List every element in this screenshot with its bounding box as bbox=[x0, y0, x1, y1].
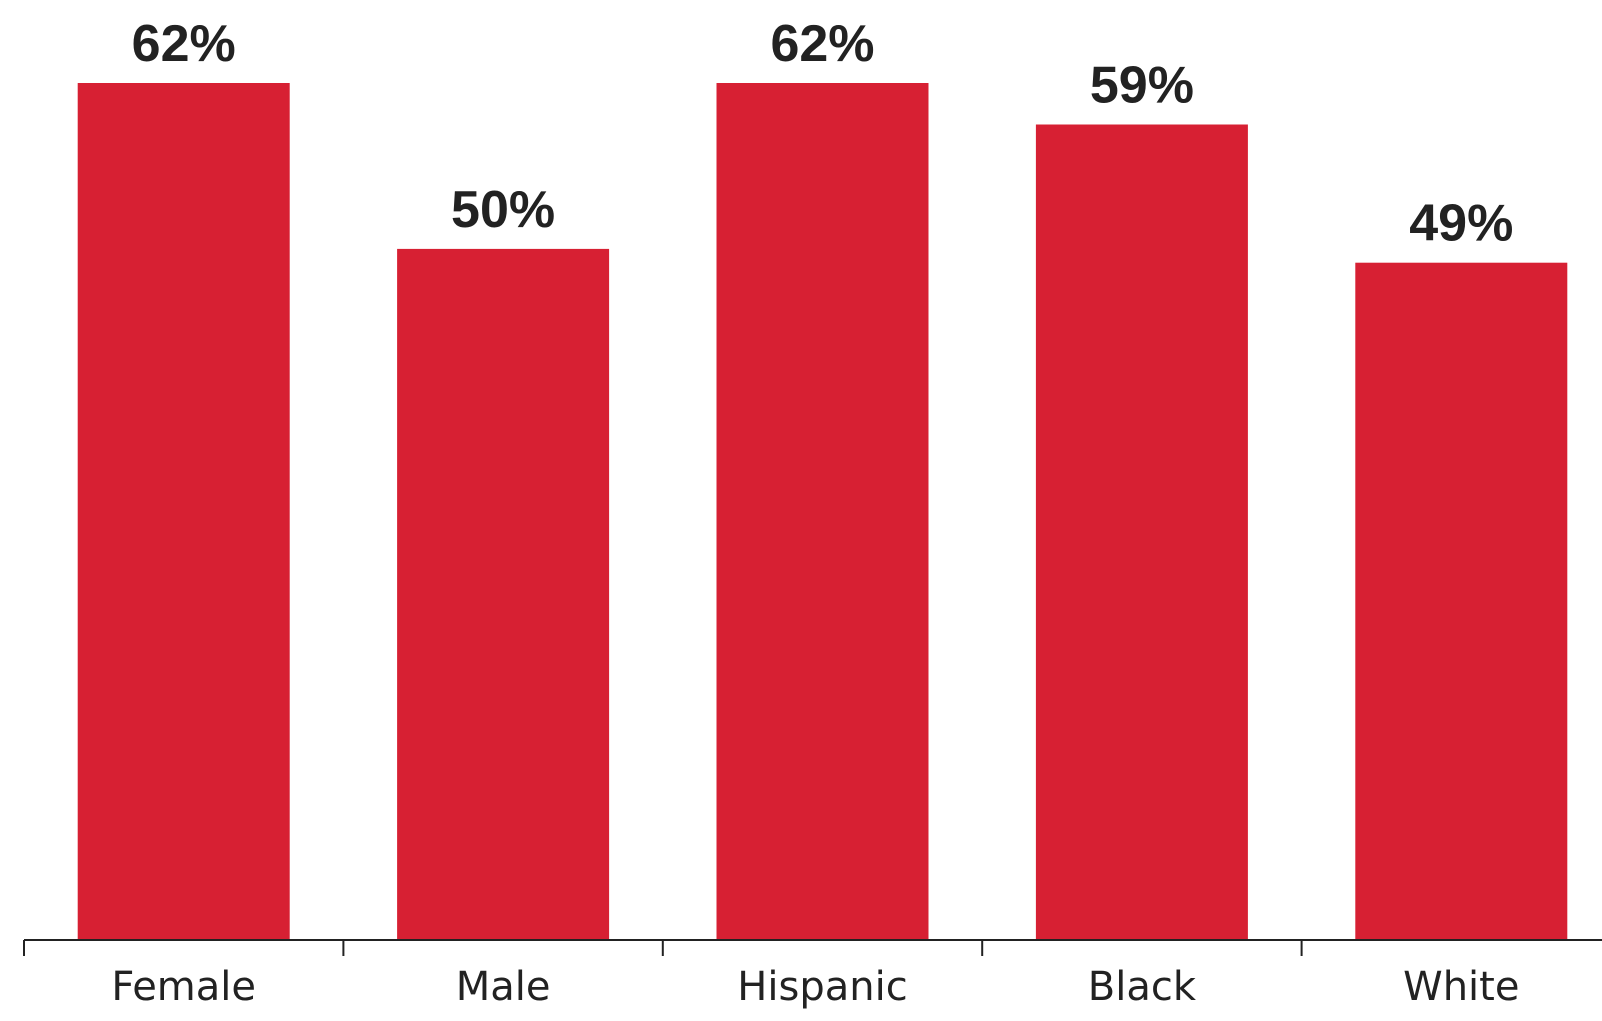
value-label-female: 62% bbox=[132, 15, 236, 73]
bars-layer bbox=[77, 83, 1568, 940]
bar-female bbox=[77, 83, 290, 940]
category-label-male: Male bbox=[456, 964, 551, 1010]
value-label-black: 59% bbox=[1090, 57, 1194, 115]
value-label-white: 49% bbox=[1409, 195, 1513, 253]
category-label-hispanic: Hispanic bbox=[737, 964, 907, 1010]
value-labels-layer: 62% 50% 62% 59% 49% bbox=[132, 15, 1514, 253]
category-label-white: White bbox=[1403, 964, 1519, 1010]
category-labels-layer: Female Male Hispanic Black White bbox=[111, 964, 1519, 1010]
bar-male bbox=[397, 248, 610, 940]
value-label-hispanic: 62% bbox=[770, 15, 874, 73]
x-axis bbox=[23, 939, 1602, 956]
category-label-black: Black bbox=[1088, 964, 1197, 1010]
value-label-male: 50% bbox=[451, 181, 555, 239]
bar-white bbox=[1355, 262, 1568, 940]
bar-hispanic bbox=[716, 83, 929, 940]
bar-black bbox=[1035, 124, 1248, 940]
category-label-female: Female bbox=[111, 964, 256, 1010]
